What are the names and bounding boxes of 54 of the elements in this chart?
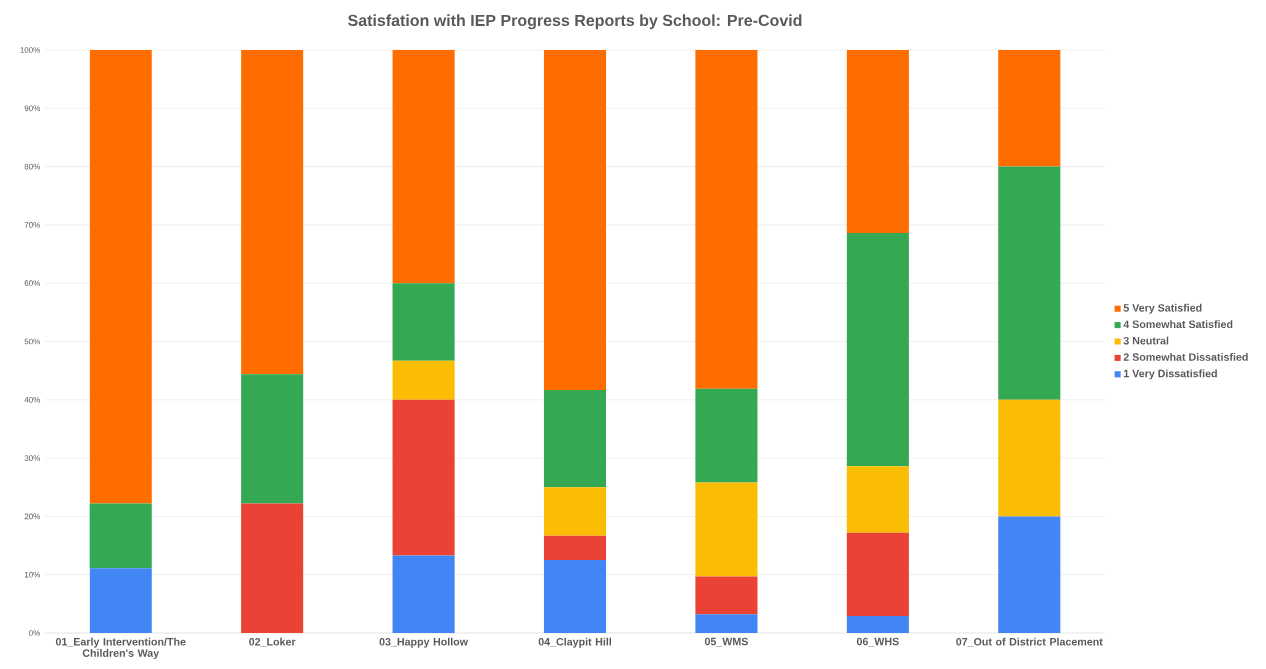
- bar: [998, 50, 1061, 167]
- bar: [543, 560, 607, 633]
- bar: [392, 50, 455, 284]
- bar: [846, 616, 909, 633]
- legend-label: 3 Neutral: [1123, 336, 1169, 345]
- y-tick-label: 30%: [24, 455, 41, 461]
- legend-label: 4 Somewhat Satisfied: [1123, 320, 1233, 329]
- bar: [543, 50, 607, 390]
- y-tick-label: 100%: [20, 47, 41, 53]
- y-tick-label: 50%: [24, 338, 41, 345]
- bar: [241, 374, 304, 504]
- bar: [89, 568, 152, 633]
- y-tick-label: 20%: [24, 513, 41, 520]
- bar: [543, 389, 607, 488]
- bar: [695, 614, 758, 633]
- bar: [998, 166, 1061, 400]
- bar: [392, 555, 455, 633]
- y-tick-label: 40%: [24, 396, 41, 403]
- bar: [846, 532, 909, 617]
- y-tick-label: 90%: [24, 105, 41, 112]
- legend-label: 2 Somewhat Dissatisfied: [1123, 353, 1248, 361]
- x-tick-label: 06_WHS: [856, 637, 899, 647]
- legend-label: 5 Very Satisfied: [1123, 303, 1202, 314]
- bar: [998, 399, 1061, 517]
- bar: [241, 503, 304, 633]
- x-tick-label: 07_Out of District Placement: [956, 637, 1103, 647]
- bar: [846, 50, 909, 234]
- bar: [695, 576, 758, 615]
- bar: [89, 50, 152, 504]
- y-tick-label: 70%: [24, 222, 41, 228]
- y-tick-label: 60%: [24, 280, 41, 287]
- bar: [89, 503, 152, 569]
- y-tick-label: 0%: [29, 630, 41, 636]
- bar: [998, 516, 1061, 633]
- bar: [392, 399, 455, 556]
- bar: [392, 360, 455, 400]
- bar: [543, 487, 607, 536]
- bar: [543, 535, 607, 561]
- y-tick-label: 10%: [24, 571, 41, 578]
- x-tick-label: 01_Early Intervention/The Children's Way: [55, 637, 186, 659]
- bar: [392, 283, 455, 361]
- x-tick-label: 02_Loker: [249, 637, 296, 647]
- bar: [846, 233, 909, 467]
- bar: [846, 466, 909, 533]
- x-tick-label: 04_Claypit Hill: [538, 637, 612, 648]
- x-tick-label: 03_Happy Hollow: [379, 637, 469, 648]
- bar: [695, 388, 758, 483]
- bar: [241, 50, 304, 375]
- bar: [695, 50, 758, 389]
- legend-label: 1 Very Dissatisfied: [1123, 369, 1217, 380]
- x-tick-label: 05_WMS: [704, 637, 748, 647]
- bar: [695, 482, 758, 577]
- chart-title: Satisfation with IEP Progress Reports by School: Pre-Covid: [348, 14, 802, 30]
- y-tick-label: 80%: [24, 163, 41, 170]
